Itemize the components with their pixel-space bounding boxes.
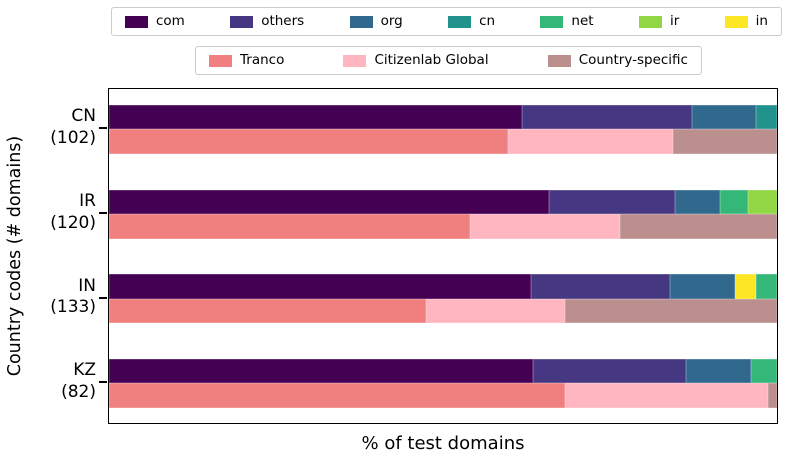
y-tick-label-line: (133) [50,297,96,318]
source-bar-in-segment-country-specific [565,298,777,324]
legend-label: net [571,12,594,29]
y-tick-label-line: IN [78,275,96,296]
tld-bar-ir [109,189,777,214]
source-bar-in [109,298,777,324]
tld-bar-ir-segment-com [109,189,549,214]
tld-bar-kz-segment-org [686,358,751,384]
legend-label: Citizenlab Global [374,51,489,68]
legend-label: ir [669,12,680,29]
tld-legend-item-org: org [349,12,403,29]
others-swatch-icon [230,15,254,28]
source-legend-item-tranco: Tranco [209,51,285,68]
cn-swatch-icon [448,15,472,28]
y-tick-mark-in [99,296,107,299]
source-bar-in-segment-citizenlab-global [425,298,566,324]
tld-legend: com others org cn net ir in [111,7,782,36]
in-swatch-icon [724,15,748,28]
plot-area [108,88,778,424]
legend-label: org [380,12,403,29]
y-tick-label-kz: KZ (82) [0,360,96,403]
tld-bar-cn [109,104,777,130]
tld-bar-kz-segment-net [750,358,777,384]
source-bar-cn-segment-citizenlab-global [508,129,674,154]
citizenlab-global-swatch-icon [343,54,367,67]
source-bar-kz [109,383,777,408]
y-tick-mark-cn [99,127,107,130]
y-tick-label-line: (120) [50,212,96,233]
y-tick-label-line: IR [79,191,96,211]
tld-legend-item-cn: cn [448,12,496,29]
source-legend-item-citizenlab-global: Citizenlab Global [343,51,489,68]
tld-bar-in [109,274,777,299]
tld-legend-item-ir: ir [638,12,680,29]
tranco-swatch-icon [209,54,232,67]
tld-legend-item-in: in [724,12,768,29]
tld-bar-cn-segment-com [109,104,522,130]
tld-bar-cn-segment-cn [756,104,777,130]
tld-bar-ir-segment-net [720,189,749,214]
y-tick-label-line: (102) [50,127,96,148]
tld-bar-in-segment-in [734,274,756,299]
source-bar-ir-segment-citizenlab-global [470,214,621,239]
tld-legend-item-others: others [230,12,305,29]
tld-bar-ir-segment-others [548,189,676,214]
legend-label: in [755,12,768,29]
org-swatch-icon [349,15,373,28]
tld-bar-in-segment-com [109,274,531,299]
net-swatch-icon [540,15,564,28]
tld-bar-kz-segment-com [109,358,533,384]
source-bar-kz-segment-citizenlab-global [564,383,769,408]
y-tick-label-cn: CN (102) [0,106,96,149]
source-bar-ir [109,214,777,239]
tld-bar-in-segment-net [755,274,777,299]
source-bar-in-segment-tranco [109,298,426,324]
tld-bar-cn-segment-org [691,104,757,130]
tld-bar-kz-segment-others [532,358,687,384]
tld-bar-ir-segment-ir [748,189,777,214]
y-tick-label-line: KZ [73,360,96,381]
source-bar-ir-segment-tranco [109,214,471,239]
tld-legend-item-com: com [125,12,185,29]
tld-legend-item-net: net [540,12,594,29]
source-bar-cn-segment-tranco [109,129,509,154]
source-bar-kz-segment-country-specific [768,383,777,408]
y-tick-label-ir: IR (120) [0,191,96,234]
legend-label: com [156,12,185,29]
source-bar-cn [109,129,777,154]
legend-label: Tranco [240,51,285,68]
country-specific-swatch-icon [547,54,571,67]
tld-bar-in-segment-others [530,274,671,299]
source-legend: Tranco Citizenlab Global Country-specific [195,46,702,75]
y-tick-mark-kz [99,381,107,384]
legend-label: cn [479,12,496,29]
y-tick-label-line: CN [71,106,96,127]
source-bar-ir-segment-country-specific [620,214,777,239]
tld-bar-cn-segment-others [521,104,692,130]
y-tick-label-line: (82) [61,381,96,402]
legend-label: others [261,12,305,29]
tld-bar-kz [109,358,777,384]
source-bar-cn-segment-country-specific [673,129,777,154]
tld-bar-ir-segment-org [675,189,721,214]
com-swatch-icon [125,15,148,28]
source-bar-kz-segment-tranco [109,383,565,408]
legend-label: Country-specific [578,51,688,68]
ir-swatch-icon [638,15,662,28]
y-axis-label: Country codes (# domains) [5,135,25,377]
y-tick-label-in: IN (133) [0,276,96,319]
x-axis-label: % of test domains [361,433,525,454]
tld-bar-in-segment-org [670,274,735,299]
y-tick-mark-ir [99,212,107,214]
source-legend-item-country-specific: Country-specific [547,51,688,68]
